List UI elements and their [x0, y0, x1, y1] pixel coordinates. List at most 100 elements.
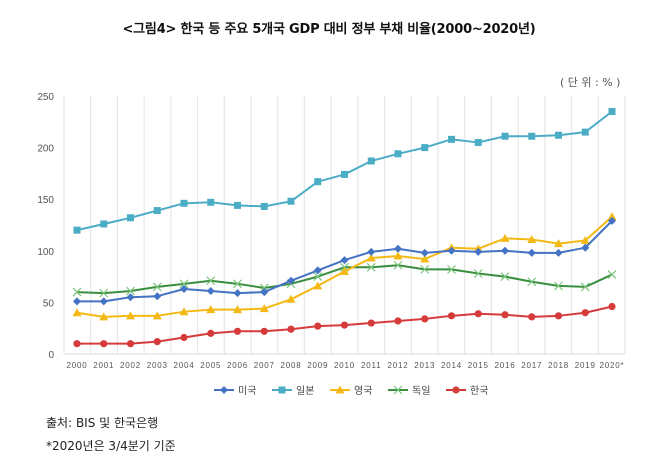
data-point: [447, 264, 456, 274]
series-한국: [73, 302, 616, 348]
data-point: [286, 294, 296, 303]
data-point: [287, 325, 295, 333]
x-tick-label: 2000: [67, 361, 88, 370]
x-tick-label: 2013: [414, 361, 435, 370]
x-tick-label: 2008: [281, 361, 302, 370]
y-axis: 0 50 100 150 200 250: [37, 92, 54, 361]
data-point: [367, 319, 375, 327]
data-point: [607, 212, 617, 221]
data-point: [527, 248, 536, 257]
data-point: [153, 292, 162, 301]
data-point: [72, 308, 82, 317]
data-point: [233, 305, 242, 314]
data-point: [393, 251, 403, 260]
legend-item: 일본: [272, 385, 314, 397]
series-미국: [73, 216, 616, 306]
data-point: [100, 340, 108, 348]
x-tick-label: 2017: [521, 361, 542, 370]
data-point: [234, 201, 241, 209]
data-point: [393, 260, 403, 270]
data-point: [554, 312, 563, 320]
data-point: [394, 244, 402, 253]
legend-label: 한국: [470, 385, 488, 397]
data-point: [607, 270, 617, 279]
x-tick-label: 2012: [388, 361, 409, 370]
x-tick-label: 2007: [254, 361, 275, 370]
data-point: [313, 266, 322, 275]
data-point: [100, 220, 108, 228]
data-point: [367, 157, 375, 165]
data-point: [501, 132, 509, 140]
x-tick-label: 2014: [441, 361, 462, 370]
data-point: [421, 144, 429, 152]
data-point: [367, 247, 376, 256]
data-point: [313, 272, 323, 282]
data-point: [581, 309, 589, 317]
data-point: [180, 333, 188, 342]
data-point: [474, 247, 483, 256]
data-point: [127, 214, 134, 222]
x-tick-label: 2004: [174, 361, 195, 370]
y-tick-label: 250: [37, 92, 54, 103]
legend-marker: [220, 386, 228, 394]
grid-lines: [63, 96, 626, 355]
x-tick-label: 2011: [361, 361, 381, 370]
legend-label: 영국: [354, 385, 372, 397]
legend-marker: [393, 385, 403, 395]
data-point: [233, 327, 242, 335]
y-tick-label: 100: [37, 247, 54, 258]
x-tick-label: 2006: [227, 361, 248, 370]
data-point: [207, 198, 215, 206]
source-note: 출처: BIS 및 한국은행: [46, 416, 159, 430]
data-point: [581, 243, 590, 252]
x-tick-label: 2015: [468, 361, 489, 370]
legend-label: 미국: [238, 385, 256, 397]
x-axis: 2000 2001 2002 2003 2004 2005 2006 2007 2008 2009…: [67, 361, 624, 370]
data-point: [206, 305, 216, 314]
data-point: [180, 284, 188, 293]
data-point: [420, 248, 429, 257]
x-tick-label: 2016: [495, 361, 516, 370]
footnote: *2020년은 3/4분기 기준: [46, 439, 176, 453]
legend-item: 영국: [330, 385, 372, 397]
chart-title: <그림4> 한국 등 주요 5개국 GDP 대비 정부 부채 비율(2000~2…: [122, 22, 536, 37]
y-tick-label: 50: [43, 298, 55, 309]
data-point: [99, 288, 109, 298]
data-point: [394, 150, 402, 158]
data-point: [555, 131, 562, 139]
legend-item: 한국: [446, 385, 488, 397]
data-point: [153, 207, 161, 215]
data-point: [126, 340, 135, 348]
data-point: [447, 312, 456, 320]
data-point: [259, 304, 269, 313]
data-point: [340, 266, 349, 275]
data-point: [420, 264, 430, 274]
data-point: [287, 276, 295, 285]
x-tick-label: 2001: [93, 361, 114, 370]
series-일본: [73, 107, 616, 234]
x-tick-label: 2010: [334, 361, 355, 370]
data-point: [99, 297, 108, 306]
data-point: [501, 311, 509, 319]
data-point: [608, 302, 616, 311]
data-point: [260, 288, 269, 297]
data-point: [179, 279, 189, 289]
x-tick-label: 2002: [120, 361, 141, 370]
legend-label: 일본: [296, 385, 314, 397]
data-point: [126, 286, 135, 296]
data-point: [580, 235, 590, 244]
y-tick-label: 0: [48, 350, 54, 361]
data-point: [554, 239, 563, 248]
x-tick-label: 2005: [200, 361, 221, 370]
series-lines: [72, 107, 617, 348]
legend-item: 미국: [214, 385, 256, 397]
data-point: [126, 311, 135, 320]
data-point: [153, 338, 161, 346]
unit-label: ( 단 위 : % ): [560, 76, 621, 89]
data-point: [314, 178, 322, 186]
data-point: [474, 138, 482, 146]
data-point: [287, 197, 295, 205]
data-point: [447, 246, 456, 255]
data-point: [528, 132, 536, 140]
